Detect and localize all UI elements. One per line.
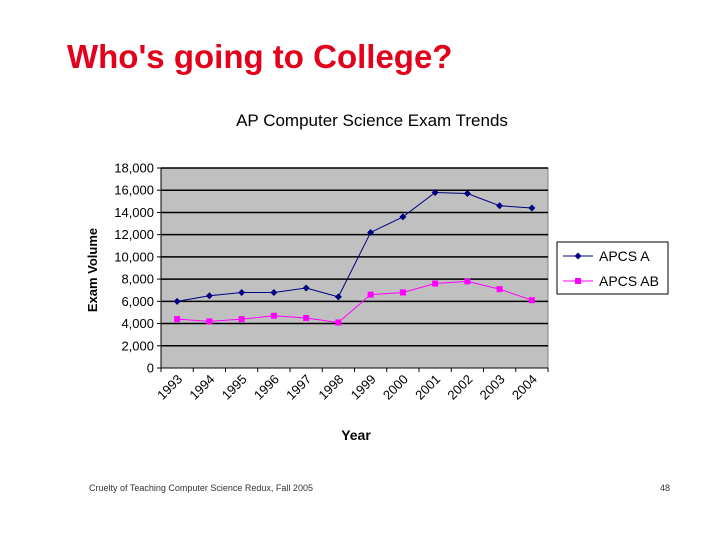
data-point	[270, 312, 277, 319]
data-point	[303, 315, 310, 321]
legend-label: APCS AB	[599, 273, 659, 289]
page-number: 48	[660, 483, 671, 493]
slide-title: Who's going to College?	[67, 38, 453, 75]
data-point	[367, 291, 374, 298]
data-point	[270, 288, 278, 296]
y-tick-label: 14,000	[114, 205, 154, 220]
x-tick-label: 2001	[412, 372, 443, 403]
data-point	[367, 228, 375, 236]
plot-area	[160, 167, 549, 369]
y-tick-label: 6,000	[121, 294, 154, 309]
chart-title: AP Computer Science Exam Trends	[236, 111, 508, 130]
data-point	[399, 289, 406, 296]
data-point	[173, 297, 181, 305]
x-tick-label: 1998	[315, 372, 346, 403]
x-tick-label: 1995	[219, 372, 250, 403]
y-tick-label: 8,000	[121, 272, 154, 287]
y-tick-label: 10,000	[114, 249, 154, 264]
grid-lines	[161, 167, 548, 347]
y-tick-label: 12,000	[114, 227, 154, 242]
data-point	[334, 293, 342, 301]
series-layer	[173, 188, 536, 326]
series-apcs-ab	[174, 278, 535, 326]
data-point	[528, 204, 536, 212]
x-tick-label: 2004	[509, 372, 540, 403]
y-tick-label: 0	[147, 361, 154, 376]
y-tick-label: 4,000	[121, 316, 154, 331]
x-tick-label: 1993	[154, 372, 185, 403]
data-point	[496, 286, 503, 293]
legend-label: APCS A	[599, 248, 650, 264]
data-point	[205, 292, 213, 300]
y-tick-label: 18,000	[114, 161, 154, 176]
x-tick-label: 1997	[283, 372, 314, 403]
series-line	[177, 280, 533, 323]
y-axis-label: Exam Volume	[85, 228, 100, 312]
footer-text: Cruelty of Teaching Computer Science Red…	[89, 483, 313, 493]
x-tick-label: 1996	[251, 372, 282, 403]
data-point	[238, 288, 246, 296]
y-axis-ticks: 0 2,000 4,000 6,000 8,000 10,000 12,000 14,000 1…	[114, 161, 162, 376]
data-point	[238, 316, 245, 323]
legend-box	[556, 241, 669, 295]
legend-marker	[574, 252, 582, 260]
data-point	[399, 213, 407, 221]
x-tick-label: 2000	[380, 372, 411, 403]
y-tick-label: 16,000	[114, 183, 154, 198]
data-point	[174, 316, 181, 323]
data-point	[431, 188, 439, 196]
data-point	[206, 318, 213, 325]
legend: APCS A APCS AB	[556, 241, 669, 295]
data-point	[335, 319, 342, 326]
series-apcs-a	[173, 188, 536, 305]
data-point	[496, 202, 504, 210]
data-point	[464, 278, 471, 285]
x-tick-label: 2002	[444, 372, 475, 403]
data-point	[463, 190, 471, 198]
data-point	[528, 297, 535, 304]
data-point	[302, 284, 310, 292]
x-axis-label: Year	[341, 427, 371, 443]
series-line	[177, 191, 532, 302]
x-tick-label: 2003	[477, 372, 508, 403]
data-point	[432, 280, 439, 287]
x-axis-ticks: 1993 1994 1995 1996 1997 1998 1999 2000 2001 2002…	[154, 367, 549, 403]
x-tick-label: 1999	[348, 372, 379, 403]
x-tick-label: 1994	[186, 372, 217, 403]
legend-marker	[575, 278, 581, 284]
y-tick-label: 2,000	[121, 338, 154, 353]
